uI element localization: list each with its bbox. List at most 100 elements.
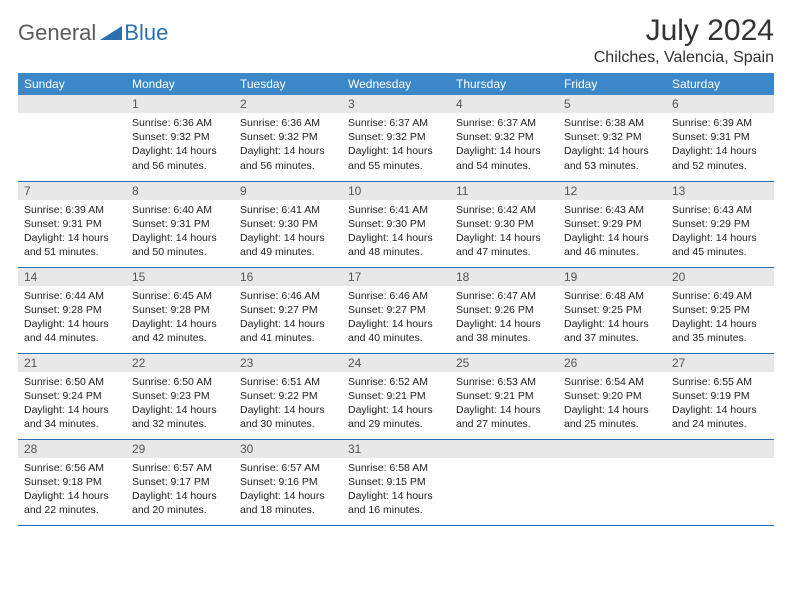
weekday-header: Tuesday — [234, 73, 342, 95]
day-number: 30 — [234, 440, 342, 458]
weekday-header: Friday — [558, 73, 666, 95]
daylight-label: Daylight: 14 hours and 29 minutes. — [348, 403, 444, 431]
day-number — [18, 95, 126, 113]
calendar-day-cell: 9Sunrise: 6:41 AMSunset: 9:30 PMDaylight… — [234, 181, 342, 267]
day-number: 1 — [126, 95, 234, 113]
calendar-day-cell: 20Sunrise: 6:49 AMSunset: 9:25 PMDayligh… — [666, 267, 774, 353]
sunrise-label: Sunrise: 6:46 AM — [348, 289, 444, 303]
daylight-label: Daylight: 14 hours and 38 minutes. — [456, 317, 552, 345]
daylight-label: Daylight: 14 hours and 49 minutes. — [240, 231, 336, 259]
sunrise-label: Sunrise: 6:41 AM — [240, 203, 336, 217]
daylight-label: Daylight: 14 hours and 27 minutes. — [456, 403, 552, 431]
calendar-day-cell: 4Sunrise: 6:37 AMSunset: 9:32 PMDaylight… — [450, 95, 558, 181]
page-title: July 2024 — [594, 14, 774, 47]
logo: General Blue — [18, 14, 168, 46]
sunset-label: Sunset: 9:32 PM — [348, 130, 444, 144]
day-body: Sunrise: 6:41 AMSunset: 9:30 PMDaylight:… — [342, 200, 450, 264]
daylight-label: Daylight: 14 hours and 47 minutes. — [456, 231, 552, 259]
sunrise-label: Sunrise: 6:42 AM — [456, 203, 552, 217]
sunrise-label: Sunrise: 6:45 AM — [132, 289, 228, 303]
sunset-label: Sunset: 9:19 PM — [672, 389, 768, 403]
sunset-label: Sunset: 9:28 PM — [24, 303, 120, 317]
sunrise-label: Sunrise: 6:48 AM — [564, 289, 660, 303]
day-body: Sunrise: 6:52 AMSunset: 9:21 PMDaylight:… — [342, 372, 450, 436]
day-body: Sunrise: 6:56 AMSunset: 9:18 PMDaylight:… — [18, 458, 126, 522]
calendar-day-cell: 11Sunrise: 6:42 AMSunset: 9:30 PMDayligh… — [450, 181, 558, 267]
day-number: 27 — [666, 354, 774, 372]
calendar-week-row: 21Sunrise: 6:50 AMSunset: 9:24 PMDayligh… — [18, 353, 774, 439]
calendar-day-cell: 26Sunrise: 6:54 AMSunset: 9:20 PMDayligh… — [558, 353, 666, 439]
logo-text-blue: Blue — [124, 20, 168, 46]
sunrise-label: Sunrise: 6:49 AM — [672, 289, 768, 303]
daylight-label: Daylight: 14 hours and 30 minutes. — [240, 403, 336, 431]
sunrise-label: Sunrise: 6:57 AM — [132, 461, 228, 475]
sunrise-label: Sunrise: 6:56 AM — [24, 461, 120, 475]
calendar-day-cell: 1Sunrise: 6:36 AMSunset: 9:32 PMDaylight… — [126, 95, 234, 181]
sunset-label: Sunset: 9:25 PM — [564, 303, 660, 317]
sunset-label: Sunset: 9:32 PM — [132, 130, 228, 144]
calendar-day-cell: 24Sunrise: 6:52 AMSunset: 9:21 PMDayligh… — [342, 353, 450, 439]
calendar-day-cell: 25Sunrise: 6:53 AMSunset: 9:21 PMDayligh… — [450, 353, 558, 439]
day-number: 29 — [126, 440, 234, 458]
daylight-label: Daylight: 14 hours and 50 minutes. — [132, 231, 228, 259]
calendar-day-cell: 16Sunrise: 6:46 AMSunset: 9:27 PMDayligh… — [234, 267, 342, 353]
daylight-label: Daylight: 14 hours and 22 minutes. — [24, 489, 120, 517]
day-number: 24 — [342, 354, 450, 372]
sunrise-label: Sunrise: 6:58 AM — [348, 461, 444, 475]
sunset-label: Sunset: 9:27 PM — [240, 303, 336, 317]
sunrise-label: Sunrise: 6:39 AM — [24, 203, 120, 217]
day-body: Sunrise: 6:48 AMSunset: 9:25 PMDaylight:… — [558, 286, 666, 350]
sunset-label: Sunset: 9:30 PM — [456, 217, 552, 231]
calendar-day-cell: 21Sunrise: 6:50 AMSunset: 9:24 PMDayligh… — [18, 353, 126, 439]
sunset-label: Sunset: 9:32 PM — [240, 130, 336, 144]
day-body: Sunrise: 6:37 AMSunset: 9:32 PMDaylight:… — [450, 113, 558, 177]
day-body: Sunrise: 6:44 AMSunset: 9:28 PMDaylight:… — [18, 286, 126, 350]
day-number: 4 — [450, 95, 558, 113]
calendar-day-cell: 5Sunrise: 6:38 AMSunset: 9:32 PMDaylight… — [558, 95, 666, 181]
calendar-day-cell: 7Sunrise: 6:39 AMSunset: 9:31 PMDaylight… — [18, 181, 126, 267]
day-number: 28 — [18, 440, 126, 458]
day-number: 9 — [234, 182, 342, 200]
daylight-label: Daylight: 14 hours and 20 minutes. — [132, 489, 228, 517]
sunrise-label: Sunrise: 6:51 AM — [240, 375, 336, 389]
calendar-week-row: 14Sunrise: 6:44 AMSunset: 9:28 PMDayligh… — [18, 267, 774, 353]
calendar-day-cell: 30Sunrise: 6:57 AMSunset: 9:16 PMDayligh… — [234, 439, 342, 525]
sunrise-label: Sunrise: 6:46 AM — [240, 289, 336, 303]
day-body: Sunrise: 6:57 AMSunset: 9:16 PMDaylight:… — [234, 458, 342, 522]
sunrise-label: Sunrise: 6:55 AM — [672, 375, 768, 389]
calendar-body: 1Sunrise: 6:36 AMSunset: 9:32 PMDaylight… — [18, 95, 774, 525]
calendar-day-cell — [558, 439, 666, 525]
day-number: 12 — [558, 182, 666, 200]
sunrise-label: Sunrise: 6:40 AM — [132, 203, 228, 217]
day-number: 19 — [558, 268, 666, 286]
logo-triangle-icon — [100, 22, 122, 45]
day-body: Sunrise: 6:36 AMSunset: 9:32 PMDaylight:… — [126, 113, 234, 177]
day-number: 5 — [558, 95, 666, 113]
weekday-header: Sunday — [18, 73, 126, 95]
calendar-day-cell: 3Sunrise: 6:37 AMSunset: 9:32 PMDaylight… — [342, 95, 450, 181]
sunset-label: Sunset: 9:29 PM — [672, 217, 768, 231]
day-number: 17 — [342, 268, 450, 286]
calendar-day-cell: 19Sunrise: 6:48 AMSunset: 9:25 PMDayligh… — [558, 267, 666, 353]
day-body: Sunrise: 6:54 AMSunset: 9:20 PMDaylight:… — [558, 372, 666, 436]
daylight-label: Daylight: 14 hours and 16 minutes. — [348, 489, 444, 517]
sunset-label: Sunset: 9:21 PM — [456, 389, 552, 403]
calendar-day-cell: 29Sunrise: 6:57 AMSunset: 9:17 PMDayligh… — [126, 439, 234, 525]
sunrise-label: Sunrise: 6:39 AM — [672, 116, 768, 130]
day-number — [558, 440, 666, 458]
sunrise-label: Sunrise: 6:36 AM — [240, 116, 336, 130]
sunset-label: Sunset: 9:26 PM — [456, 303, 552, 317]
weekday-header: Saturday — [666, 73, 774, 95]
calendar-head: SundayMondayTuesdayWednesdayThursdayFrid… — [18, 73, 774, 95]
day-number: 7 — [18, 182, 126, 200]
calendar-day-cell: 6Sunrise: 6:39 AMSunset: 9:31 PMDaylight… — [666, 95, 774, 181]
daylight-label: Daylight: 14 hours and 40 minutes. — [348, 317, 444, 345]
day-number: 11 — [450, 182, 558, 200]
day-body: Sunrise: 6:42 AMSunset: 9:30 PMDaylight:… — [450, 200, 558, 264]
weekday-header: Monday — [126, 73, 234, 95]
calendar-day-cell: 15Sunrise: 6:45 AMSunset: 9:28 PMDayligh… — [126, 267, 234, 353]
day-number: 16 — [234, 268, 342, 286]
day-number: 20 — [666, 268, 774, 286]
calendar-day-cell — [666, 439, 774, 525]
day-body: Sunrise: 6:53 AMSunset: 9:21 PMDaylight:… — [450, 372, 558, 436]
